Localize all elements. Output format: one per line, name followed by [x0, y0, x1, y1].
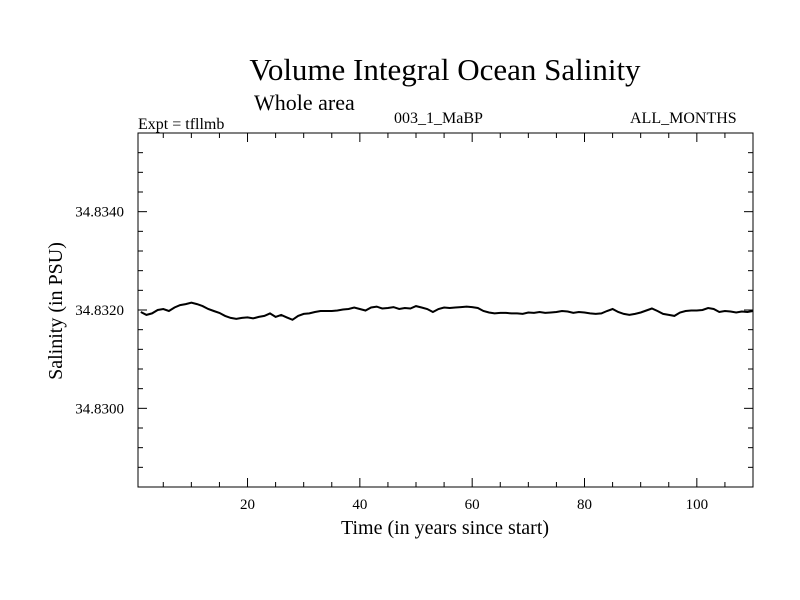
months-label: ALL_MONTHS: [630, 110, 737, 127]
run-label: 003_1_MaBP: [394, 110, 483, 127]
experiment-label: Expt = tfllmb: [138, 116, 225, 133]
x-tick-label: 100: [686, 497, 709, 513]
x-tick-label: 80: [577, 497, 592, 513]
x-tick-label: 60: [465, 497, 480, 513]
y-tick-label: 34.8320: [75, 303, 124, 319]
x-axis-label: Time (in years since start): [341, 517, 549, 539]
x-tick-label: 40: [352, 497, 367, 513]
chart-subtitle: Whole area: [254, 90, 355, 115]
tick-labels: 20 40 60 80 100 34.8300 34.8320 34.8340: [75, 205, 708, 513]
chart-title: Volume Integral Ocean Salinity: [249, 52, 641, 87]
y-axis-label: Salinity (in PSU): [45, 242, 67, 380]
plot-frame: [137, 132, 754, 488]
axis-ticks: [138, 133, 754, 487]
y-tick-label: 34.8300: [75, 401, 124, 417]
x-tick-label: 20: [240, 497, 255, 513]
y-tick-label: 34.8340: [75, 205, 124, 221]
salinity-series-line: [140, 301, 754, 321]
